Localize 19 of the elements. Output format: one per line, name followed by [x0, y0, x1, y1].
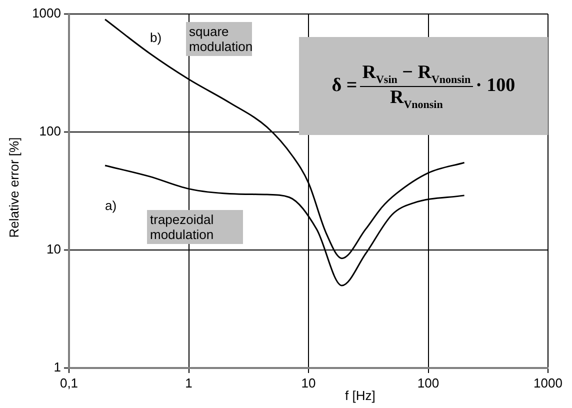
- annotation: b): [150, 30, 162, 45]
- annotation: · 100: [476, 75, 516, 97]
- x-tick-label: 1: [185, 375, 192, 390]
- y-tick-label: 1000: [32, 6, 61, 21]
- y-tick-label: 10: [46, 242, 61, 257]
- annotation: square modulation: [186, 22, 253, 56]
- annotation: a): [105, 198, 117, 213]
- x-axis-title: f [Hz]: [345, 388, 376, 403]
- x-tick-label: 1000: [534, 375, 562, 390]
- y-tick-label: 100: [39, 124, 61, 139]
- x-tick-label: 0,1: [60, 375, 78, 390]
- annotation: δ =: [332, 75, 358, 97]
- x-tick-label: 100: [417, 375, 440, 390]
- annotation: R$_{Vnonsin}$: [390, 86, 443, 110]
- x-tick-label: 10: [301, 375, 316, 390]
- y-tick-label: 1: [54, 360, 61, 375]
- annotation: R$_{Vsin}$ − R$_{Vnonsin}$: [360, 62, 473, 86]
- annotation: trapezoidal modulation: [147, 210, 243, 244]
- y-axis-title: Relative error [%]: [6, 136, 22, 240]
